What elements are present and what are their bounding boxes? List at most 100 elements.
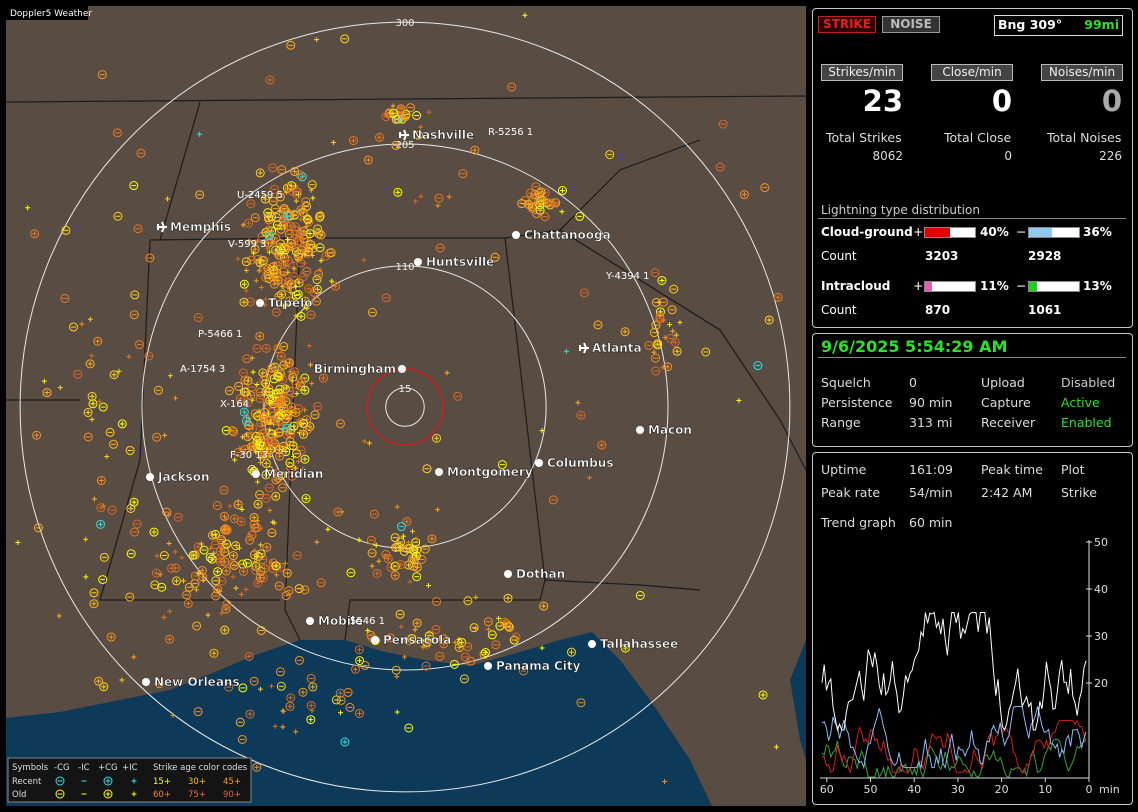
strike-symbol [286,693,296,703]
window-title: Doppler5 Weather [10,9,92,19]
strike-symbol [252,343,262,353]
strike-symbol [391,140,401,150]
strike-symbol [274,250,284,260]
strike-symbol [312,284,322,294]
strike-symbol [221,604,231,614]
strike-symbol [453,391,463,401]
strike-symbol [497,460,507,470]
strike-symbol [244,421,254,431]
strike-symbol [263,269,273,279]
strike-symbol [274,292,284,302]
strike-symbol [283,242,293,252]
strike-symbol [249,513,259,523]
strike-symbol [278,275,288,285]
strike-symbol [288,372,298,382]
strike-symbol [130,290,140,300]
distribution-bar-fill [925,282,932,291]
strike-symbol [285,458,295,468]
strike-symbol [243,376,253,386]
strike-symbol [246,255,256,265]
legend-symbol [103,776,113,786]
strike-symbol [268,404,278,414]
rate-button[interactable]: Noises/min [1041,64,1123,81]
city-label: Panama City [496,659,581,673]
strike-symbol [30,229,40,239]
strike-symbol [286,40,296,50]
strike-symbol [305,229,315,239]
strike-symbol [303,247,313,257]
storm-label: R-5256 1 [488,127,533,138]
total-label: Total Close [944,130,1012,145]
strike-symbol [653,340,663,350]
strike-symbol [234,381,244,391]
strike-symbol [540,212,550,222]
strike-symbol [405,544,415,554]
status-field: Disabled [1061,375,1116,390]
strike-symbol [435,651,445,661]
strike-symbol [278,483,288,493]
strike-symbol [228,551,238,561]
strike-symbol [304,284,314,294]
strike-symbol [253,411,263,421]
strike-symbol [221,566,231,576]
status-field: Range [821,415,861,430]
strike-symbol [260,194,270,204]
strike-symbol [96,503,106,513]
strike-symbol [237,734,247,744]
rate-value: 0 [991,84,1012,118]
strike-toggle[interactable]: STRIKE [818,16,876,33]
city-marker [484,662,492,670]
strike-symbol [213,567,223,577]
city-marker [306,617,314,625]
strike-symbol [306,310,316,320]
strike-symbol [136,148,146,158]
map-area [5,6,807,806]
strike-symbol [272,220,282,230]
strike-symbol [239,368,249,378]
strike-symbol [372,568,382,578]
rate-button[interactable]: Close/min [931,64,1013,81]
strike-symbol [351,664,361,674]
strike-symbol [83,432,93,442]
strike-symbol [391,542,401,552]
strike-symbol [291,379,301,389]
strike-symbol [109,439,119,449]
strike-symbol [460,652,470,662]
strike-symbol [285,296,295,306]
strike-symbol [159,550,169,560]
state-border [5,95,807,103]
storm-label: Y-4394 1 [605,271,650,282]
strike-symbol [240,445,250,455]
strike-symbol [333,507,343,517]
noise-toggle[interactable]: NOISE [882,16,940,33]
strike-symbol [481,648,491,658]
rate-button[interactable]: Strikes/min [821,64,903,81]
strike-symbol [268,163,278,173]
strike-symbol [89,599,99,609]
x-tick-label: 20 [995,783,1009,796]
strike-symbol [651,366,661,376]
strike-symbol [188,550,198,560]
strike-symbol [297,172,307,182]
strike-symbol [151,568,161,578]
storm-label: X-164 [220,399,249,410]
strike-symbol [396,560,406,570]
strike-symbol [466,656,476,666]
strike-symbol [300,585,310,595]
strike-symbol [195,190,205,200]
strike-symbol [152,432,162,442]
atlantic-edge [790,640,806,760]
strike-symbol [758,690,768,700]
strike-symbol [239,297,249,307]
strike-symbol [210,540,220,550]
strike-symbol [42,388,52,398]
strike-symbol [252,762,262,772]
strike-symbol [286,238,296,248]
strike-symbol [282,568,292,578]
strike-symbol [335,688,345,698]
strike-symbol [381,112,391,122]
strike-symbol [117,419,127,429]
strike-symbol [125,592,135,602]
strike-symbol [220,625,230,635]
strike-symbol [242,558,252,568]
